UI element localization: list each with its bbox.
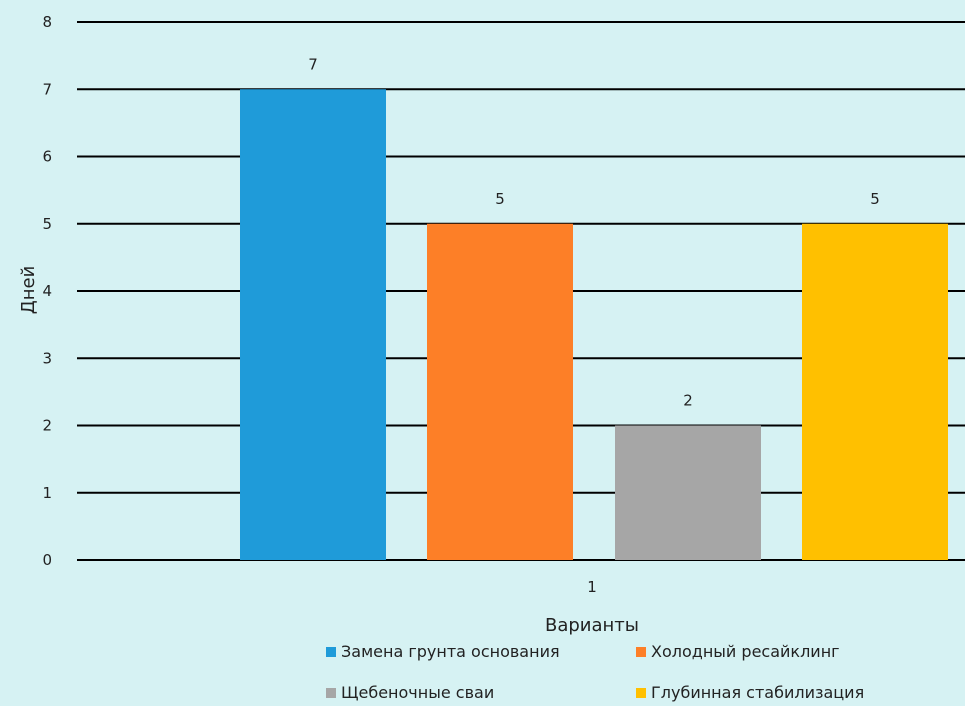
bar <box>615 425 761 560</box>
legend-item: Замена грунта основания <box>326 642 636 661</box>
y-tick-label: 1 <box>42 484 52 502</box>
legend-label: Холодный ресайклинг <box>651 642 840 661</box>
data-label: 5 <box>495 190 505 208</box>
legend-item: Холодный ресайклинг <box>636 642 926 661</box>
legend-label: Замена грунта основания <box>341 642 560 661</box>
y-tick-label: 4 <box>42 282 52 300</box>
y-tick-label: 8 <box>42 13 52 31</box>
legend-label: Глубинная стабилизация <box>651 683 865 702</box>
data-label: 2 <box>683 392 693 410</box>
y-axis-title: Дней <box>18 266 39 315</box>
y-tick-label: 7 <box>42 80 52 98</box>
legend-item: Глубинная стабилизация <box>636 683 926 702</box>
legend-label: Щебеночные сваи <box>341 683 495 702</box>
y-tick-labels: 0 1 2 3 4 5 6 7 8 <box>42 13 52 569</box>
legend: Замена грунта основания Холодный ресайкл… <box>326 642 926 702</box>
y-tick-label: 3 <box>42 349 52 367</box>
y-tick-label: 0 <box>42 551 52 569</box>
data-labels: 7 5 2 5 <box>308 55 880 409</box>
bars <box>240 89 948 560</box>
legend-swatch-icon <box>326 646 336 657</box>
legend-swatch-icon <box>326 687 336 698</box>
legend-swatch-icon <box>636 646 646 657</box>
y-tick-label: 6 <box>42 148 52 166</box>
legend-item: Щебеночные сваи <box>326 683 636 702</box>
data-label: 7 <box>308 55 318 73</box>
bar-chart: 0 1 2 3 4 5 6 7 8 7 5 2 5 1 Варианты Дней <box>18 13 965 636</box>
x-tick-label: 1 <box>587 578 597 596</box>
bar <box>427 223 573 560</box>
x-axis-title: Варианты <box>545 615 639 636</box>
legend-swatch-icon <box>636 687 646 698</box>
y-tick-label: 2 <box>42 417 52 435</box>
y-tick-label: 5 <box>42 215 52 233</box>
bar <box>240 89 386 560</box>
bar <box>802 223 948 560</box>
data-label: 5 <box>870 190 880 208</box>
